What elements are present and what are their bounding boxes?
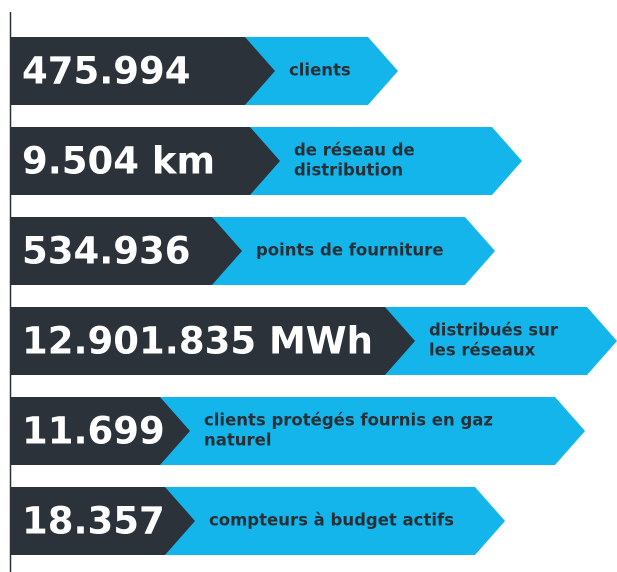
label-chevron [212,217,495,285]
stat-label: clients [289,61,351,80]
stat-row: 11.699 clients protégés fournis en gaznat… [11,397,585,465]
label-chevron [160,397,585,465]
label-chevron [385,307,617,375]
label-chevron [165,487,505,555]
stat-value: 9.504 km [22,140,215,183]
value-block [11,37,275,105]
stat-label: distribués sur [429,321,559,340]
value-block [11,217,242,285]
stat-row: 534.936 points de fourniture [11,217,495,285]
stat-value: 11.699 [22,410,165,453]
stat-value: 534.936 [22,230,191,273]
stat-label: compteurs à budget actifs [209,511,454,530]
stat-row: 475.994 clients [11,37,398,105]
value-block [11,487,195,555]
label-chevron [245,37,398,105]
stat-value: 475.994 [22,50,191,93]
stat-label: distribution [294,161,403,180]
stat-label: points de fourniture [256,241,444,260]
value-block [11,127,280,195]
stat-value: 18.357 [22,500,165,543]
value-block [11,397,190,465]
stat-value: 12.901.835 MWh [22,320,373,363]
stat-label: clients protégés fournis en gaz [204,411,493,430]
stat-label: les réseaux [429,341,536,360]
stat-label: naturel [204,431,272,450]
stat-row: 18.357 compteurs à budget actifs [11,487,505,555]
label-chevron [250,127,522,195]
stat-label: de réseau de [294,141,415,160]
value-block [11,307,415,375]
